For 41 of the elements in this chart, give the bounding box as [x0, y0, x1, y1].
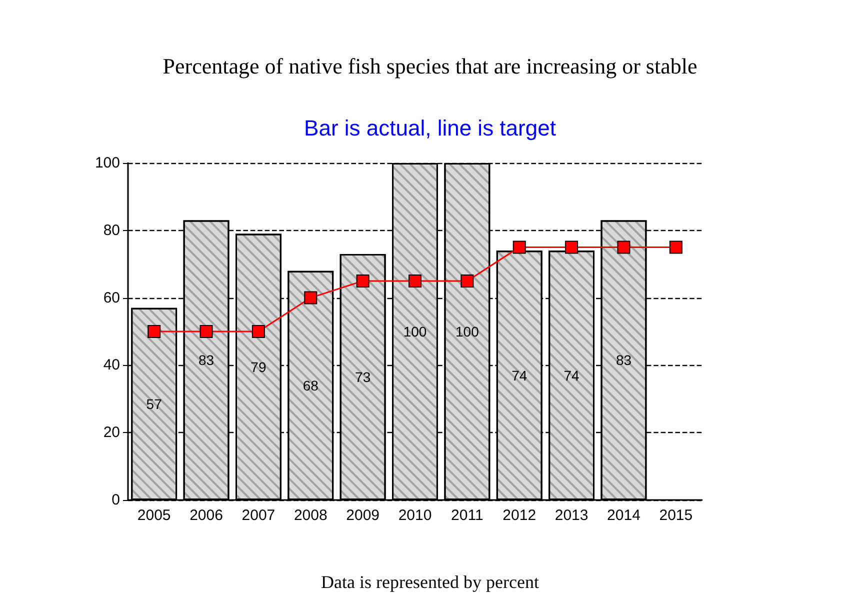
- point: [512, 240, 526, 254]
- x-tick-label: 2009: [346, 507, 380, 524]
- y-tick-label: 0: [112, 492, 120, 508]
- point: [356, 274, 370, 288]
- y-tick-label: 60: [103, 289, 120, 306]
- point: [408, 274, 422, 288]
- x-tick-label: 2014: [607, 507, 640, 524]
- point: [304, 291, 318, 304]
- x-tick-label: 2007: [242, 507, 276, 524]
- y-tick-label: 20: [103, 424, 120, 442]
- data-label: 83: [198, 352, 214, 368]
- point: [669, 240, 682, 254]
- y-tick-label: 80: [103, 222, 120, 239]
- data-label: 79: [250, 358, 266, 375]
- x-tick-label: 2013: [554, 507, 588, 524]
- x-tick-label: 2010: [398, 507, 432, 524]
- x-tick-label: 2012: [502, 507, 536, 524]
- point: [460, 274, 474, 288]
- chart-title: Percentage of native fish species that are increasing or stable: [162, 54, 698, 78]
- data-label: 57: [146, 396, 162, 412]
- point: [565, 240, 578, 254]
- data-label: 100: [403, 324, 427, 340]
- x-tick-label: 2005: [137, 507, 171, 524]
- x-tick-label: 2011: [451, 507, 484, 524]
- x-tick-label: 2006: [190, 507, 223, 524]
- data-label: 74: [564, 367, 580, 384]
- data-label: 68: [302, 377, 319, 394]
- text: Data is represented by percent: [321, 572, 539, 592]
- data-label: 73: [355, 368, 371, 385]
- point: [617, 240, 630, 254]
- point: [252, 325, 265, 338]
- chart-subtitle: Bar is actual, line is target: [304, 116, 556, 140]
- y-tick-label: 100: [94, 154, 120, 172]
- x-tick-label: 2015: [659, 507, 693, 524]
- point: [148, 325, 161, 338]
- y-tick-label: 40: [103, 356, 120, 374]
- x-tick-label: 2008: [294, 507, 328, 524]
- data-label: 83: [616, 352, 632, 368]
- data-label: 74: [512, 367, 528, 384]
- data-label: 100: [456, 324, 480, 340]
- point: [200, 325, 213, 338]
